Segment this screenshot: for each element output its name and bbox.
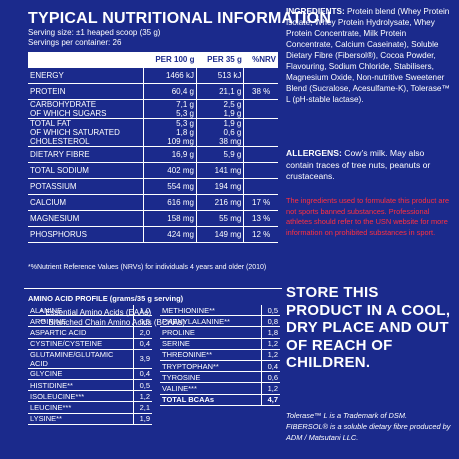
table-row: GLUTAMINE/GLUTAMIC ACID 3,9 xyxy=(28,349,152,369)
divider xyxy=(24,288,282,289)
fibersol-trademark: FIBERSOL® is a soluble dietary fibre pro… xyxy=(286,422,451,442)
table-row: ARGININE 0,6 xyxy=(28,315,152,328)
table-row: TYROSINE 0,6 xyxy=(160,371,280,384)
table-row: LEUCINE*** 2,1 xyxy=(28,401,152,414)
table-row: PROLINE 1,8 xyxy=(160,326,280,339)
table-row: GLYCINE 0,4 xyxy=(28,368,152,380)
eaa-legend: * Essential Amino Acids (EAAs) xyxy=(40,308,152,317)
table-row: ASPARTIC ACID 2,0 xyxy=(28,326,152,339)
serving-size: Serving size: ±1 heaped scoop (35 g) xyxy=(28,28,161,37)
table-row: SERINE 1,2 xyxy=(160,338,280,350)
page-title: TYPICAL NUTRITIONAL INFORMATION xyxy=(28,10,332,27)
header-cell: PER 35 g xyxy=(196,52,244,68)
allergens-text: Cow’s milk. May also contain traces of t… xyxy=(286,148,431,181)
servings-per-container: Servings per container: 26 xyxy=(28,38,122,47)
table-row: PHENYLALANINE** 0,8 xyxy=(160,315,280,328)
storage-instructions: STORE THIS PRODUCT IN A COOL, DRY PLACE … xyxy=(286,284,451,371)
amino-profile-title: AMINO ACID PROFILE (grams/35 g serving) xyxy=(28,294,184,303)
table-row: ALANINE 1,0 xyxy=(28,305,152,317)
nrv-footnote: *%Nutrient Reference Values (NRVs) for i… xyxy=(28,264,267,271)
table-row: CARBOHYDRATE OF WHICH SUGARS 7,1 g 5,3 g 2… xyxy=(28,99,278,119)
table-row: ISOLEUCINE*** 1,2 xyxy=(28,390,152,403)
header-cell: %NRV xyxy=(243,52,278,68)
table-row: TRYPTOPHAN** 0,4 xyxy=(160,360,280,373)
header-cell: PER 100 g xyxy=(143,52,197,68)
allergens-block: ALLERGENS: Cow’s milk. May also contain … xyxy=(286,148,454,183)
amino-table-left: ALANINE 1,0 ARGININE 0,6 ASPARTIC ACID 2,0 … xyxy=(28,305,152,425)
table-row: TOTAL BCAAs 4,7 xyxy=(160,394,280,406)
table-row: METHIONINE** 0,5 xyxy=(160,305,280,317)
table-row: TOTAL FAT OF WHICH SATURATED CHOLESTEROL 5… xyxy=(28,118,278,147)
table-row: LYSINE** 1,9 xyxy=(28,413,152,425)
table-row: ENERGY 1466 kJ 513 kJ xyxy=(28,67,278,84)
table-row: POTASSIUM 554 mg 194 mg xyxy=(28,178,278,195)
ingredients-text: Protein blend (Whey Protein Isolate, Whe… xyxy=(286,7,450,104)
allergens-label: ALLERGENS: xyxy=(286,148,342,158)
table-row: TOTAL SODIUM 402 mg 141 mg xyxy=(28,162,278,179)
table-row: MAGNESIUM 158 mg 55 mg 13 % xyxy=(28,210,278,227)
table-row: PHOSPHORUS 424 mg 149 mg 12 % xyxy=(28,226,278,243)
table-row: HISTIDINE** 0,5 xyxy=(28,379,152,392)
table-row: THREONINE** 1,2 xyxy=(160,349,280,361)
ingredients-label: INGREDIENTS: xyxy=(286,7,345,16)
bcaa-legend: ** Branched Chain Amino Acids (BCAAs) xyxy=(40,318,185,327)
header-cell xyxy=(28,52,144,68)
nutrition-table: PER 100 g PER 35 g %NRV ENERGY 1466 kJ 513… xyxy=(28,52,278,243)
table-row: CYSTINE/CYSTEINE 0,4 xyxy=(28,338,152,350)
trademark-notes: Tolerase™ L is a Trademark of DSM. FIBER… xyxy=(286,410,454,443)
table-row: PROTEIN 60,4 g 21,1 g 38 % xyxy=(28,83,278,100)
nutrition-header-row: PER 100 g PER 35 g %NRV xyxy=(28,52,278,68)
amino-table-right: METHIONINE** 0,5 PHENYLALANINE** 0,8 PROLI… xyxy=(160,305,280,406)
table-row: VALINE*** 1,2 xyxy=(160,382,280,395)
table-row: CALCIUM 616 mg 216 mg 17 % xyxy=(28,194,278,211)
tolerase-trademark: Tolerase™ L is a Trademark of DSM. xyxy=(286,411,408,420)
ingredients-block: INGREDIENTS: Protein blend (Whey Protein… xyxy=(286,6,454,105)
banned-substances-notice: The ingredients used to formulate this p… xyxy=(286,196,450,237)
table-row: DIETARY FIBRE 16,9 g 5,9 g xyxy=(28,146,278,163)
